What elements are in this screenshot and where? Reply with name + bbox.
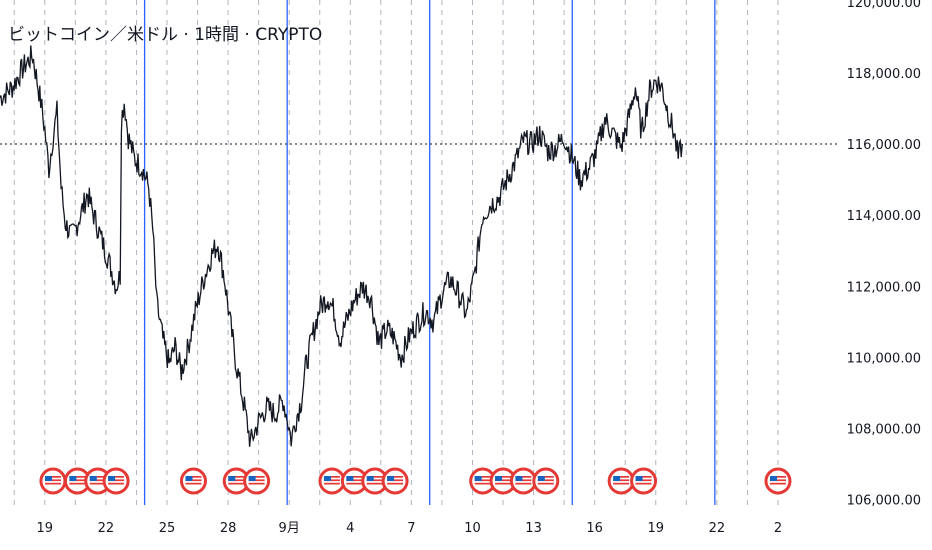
us-event-flag-icon[interactable] (39, 467, 67, 495)
us-event-flag-icon[interactable] (318, 467, 346, 495)
x-tick-label: 10 (464, 521, 481, 536)
grid-lines (13, 0, 779, 505)
us-event-flag-icon[interactable] (532, 467, 560, 495)
event-flags (39, 467, 792, 495)
x-tick-label: 9月 (279, 521, 300, 536)
y-tick-label: 120,000.00 (847, 0, 921, 11)
us-event-flag-icon[interactable] (179, 467, 207, 495)
us-event-flag-icon[interactable] (381, 467, 409, 495)
x-axis-labels: 19 22 25 28 9月 4 7 10 13 16 19 22 2 (37, 521, 783, 536)
price-series-line (0, 45, 683, 447)
us-event-flag-icon[interactable] (63, 467, 91, 495)
x-tick-label: 22 (709, 521, 726, 536)
week-separators (143, 0, 716, 505)
x-tick-label: 22 (98, 521, 115, 536)
y-tick-label: 112,000.00 (847, 280, 921, 295)
x-tick-label: 13 (525, 521, 542, 536)
y-tick-label: 108,000.00 (847, 423, 921, 438)
y-tick-label: 118,000.00 (847, 67, 921, 82)
y-tick-label: 114,000.00 (847, 209, 921, 224)
y-axis-labels: 106,000.00 108,000.00 110,000.00 112,000.00… (847, 0, 921, 509)
x-tick-label: 2 (774, 521, 782, 536)
x-tick-label: 19 (648, 521, 665, 536)
us-event-flag-icon[interactable] (489, 467, 517, 495)
us-event-flag-icon[interactable] (509, 467, 537, 495)
us-event-flag-icon[interactable] (764, 467, 792, 495)
us-event-flag-icon[interactable] (361, 467, 389, 495)
chart-title: ビットコイン／米ドル · 1時間 · CRYPTO (8, 25, 323, 45)
y-tick-label: 106,000.00 (847, 494, 921, 509)
us-event-flag-icon[interactable] (243, 467, 271, 495)
y-tick-label: 110,000.00 (847, 351, 921, 366)
us-event-flag-icon[interactable] (102, 467, 130, 495)
x-tick-label: 7 (407, 521, 415, 536)
us-event-flag-icon[interactable] (630, 467, 658, 495)
x-tick-label: 16 (586, 521, 603, 536)
x-tick-label: 25 (159, 521, 176, 536)
x-tick-label: 4 (346, 521, 354, 536)
y-tick-label: 116,000.00 (847, 138, 921, 153)
x-tick-label: 19 (37, 521, 54, 536)
us-event-flag-icon[interactable] (469, 467, 497, 495)
us-event-flag-icon[interactable] (607, 467, 635, 495)
x-tick-label: 28 (220, 521, 237, 536)
